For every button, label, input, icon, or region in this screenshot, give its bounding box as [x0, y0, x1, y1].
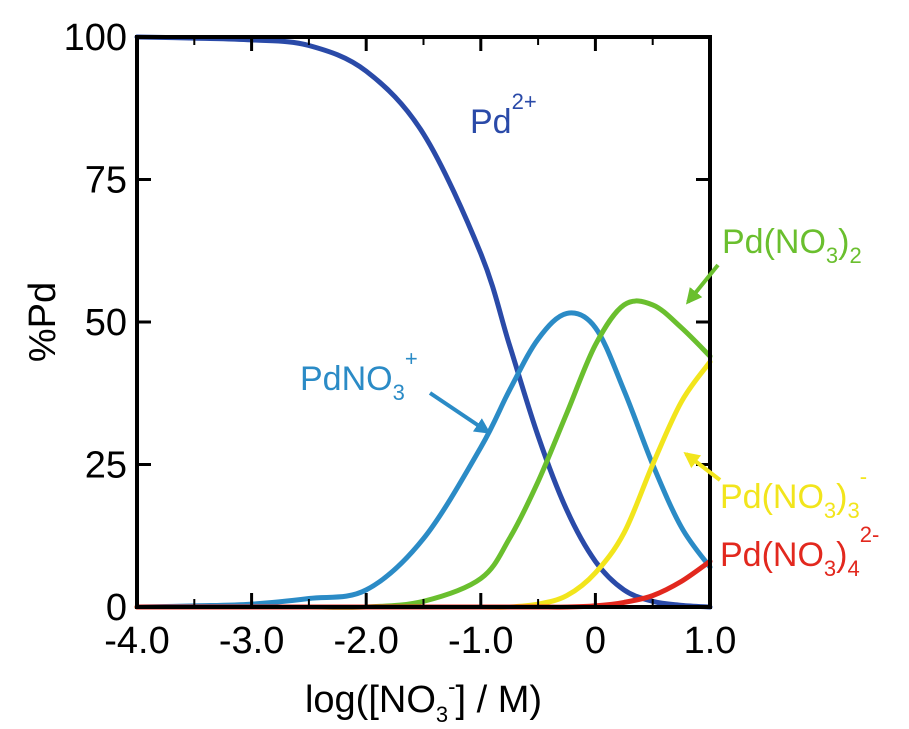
y-tick-label: 50 — [85, 302, 127, 344]
y-tick-label: 75 — [85, 160, 127, 202]
series-label-3: Pd(NO3)3- — [720, 464, 867, 523]
x-tick-label: 0 — [585, 620, 606, 662]
x-tick-label: -1.0 — [448, 620, 513, 662]
y-tick-label: 100 — [64, 17, 127, 59]
y-tick-label: 25 — [85, 445, 127, 487]
series-label-4: Pd(NO3)42- — [720, 522, 879, 581]
series-label-1: PdNO3+ — [300, 346, 418, 405]
x-tick-label: -2.0 — [333, 620, 398, 662]
y-tick-label: 0 — [106, 587, 127, 629]
labels-layer: -4.0 -3.0 -2.0 -1.0 0 1.0 0 25 50 75 100 log([NO3-]… — [22, 17, 736, 727]
x-axis-title: log([NO3-] / M) — [305, 674, 542, 727]
series-label-2: Pd(NO3)2 — [722, 223, 862, 268]
ticks-layer — [135, 35, 712, 609]
series-line-2 — [134, 298, 713, 610]
series-arrow-3 — [683, 452, 722, 482]
series-layer — [134, 34, 713, 610]
series-arrow-1 — [428, 391, 491, 434]
x-tick-label: -4.0 — [104, 620, 169, 662]
annotation-layer: Pd2+ PdNO3+ Pd(NO3)2 Pd(NO3)3-Pd(NO3)42- — [300, 89, 879, 581]
series-line-1 — [134, 310, 713, 610]
series-line-0 — [134, 34, 713, 610]
plot-frame — [135, 35, 712, 609]
x-tick-label: 1.0 — [684, 620, 737, 662]
series-label-0: Pd2+ — [470, 89, 537, 141]
series-line-3 — [134, 359, 713, 610]
series-arrow-2 — [685, 263, 720, 305]
x-tick-label: -3.0 — [219, 620, 284, 662]
y-axis-title: %Pd — [22, 282, 64, 362]
